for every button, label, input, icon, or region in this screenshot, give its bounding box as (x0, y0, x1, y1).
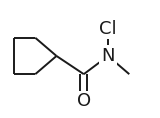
FancyBboxPatch shape (99, 45, 117, 67)
Text: Cl: Cl (99, 20, 117, 38)
Text: N: N (101, 47, 115, 65)
Text: O: O (77, 92, 91, 110)
FancyBboxPatch shape (75, 91, 93, 112)
FancyBboxPatch shape (96, 18, 120, 39)
